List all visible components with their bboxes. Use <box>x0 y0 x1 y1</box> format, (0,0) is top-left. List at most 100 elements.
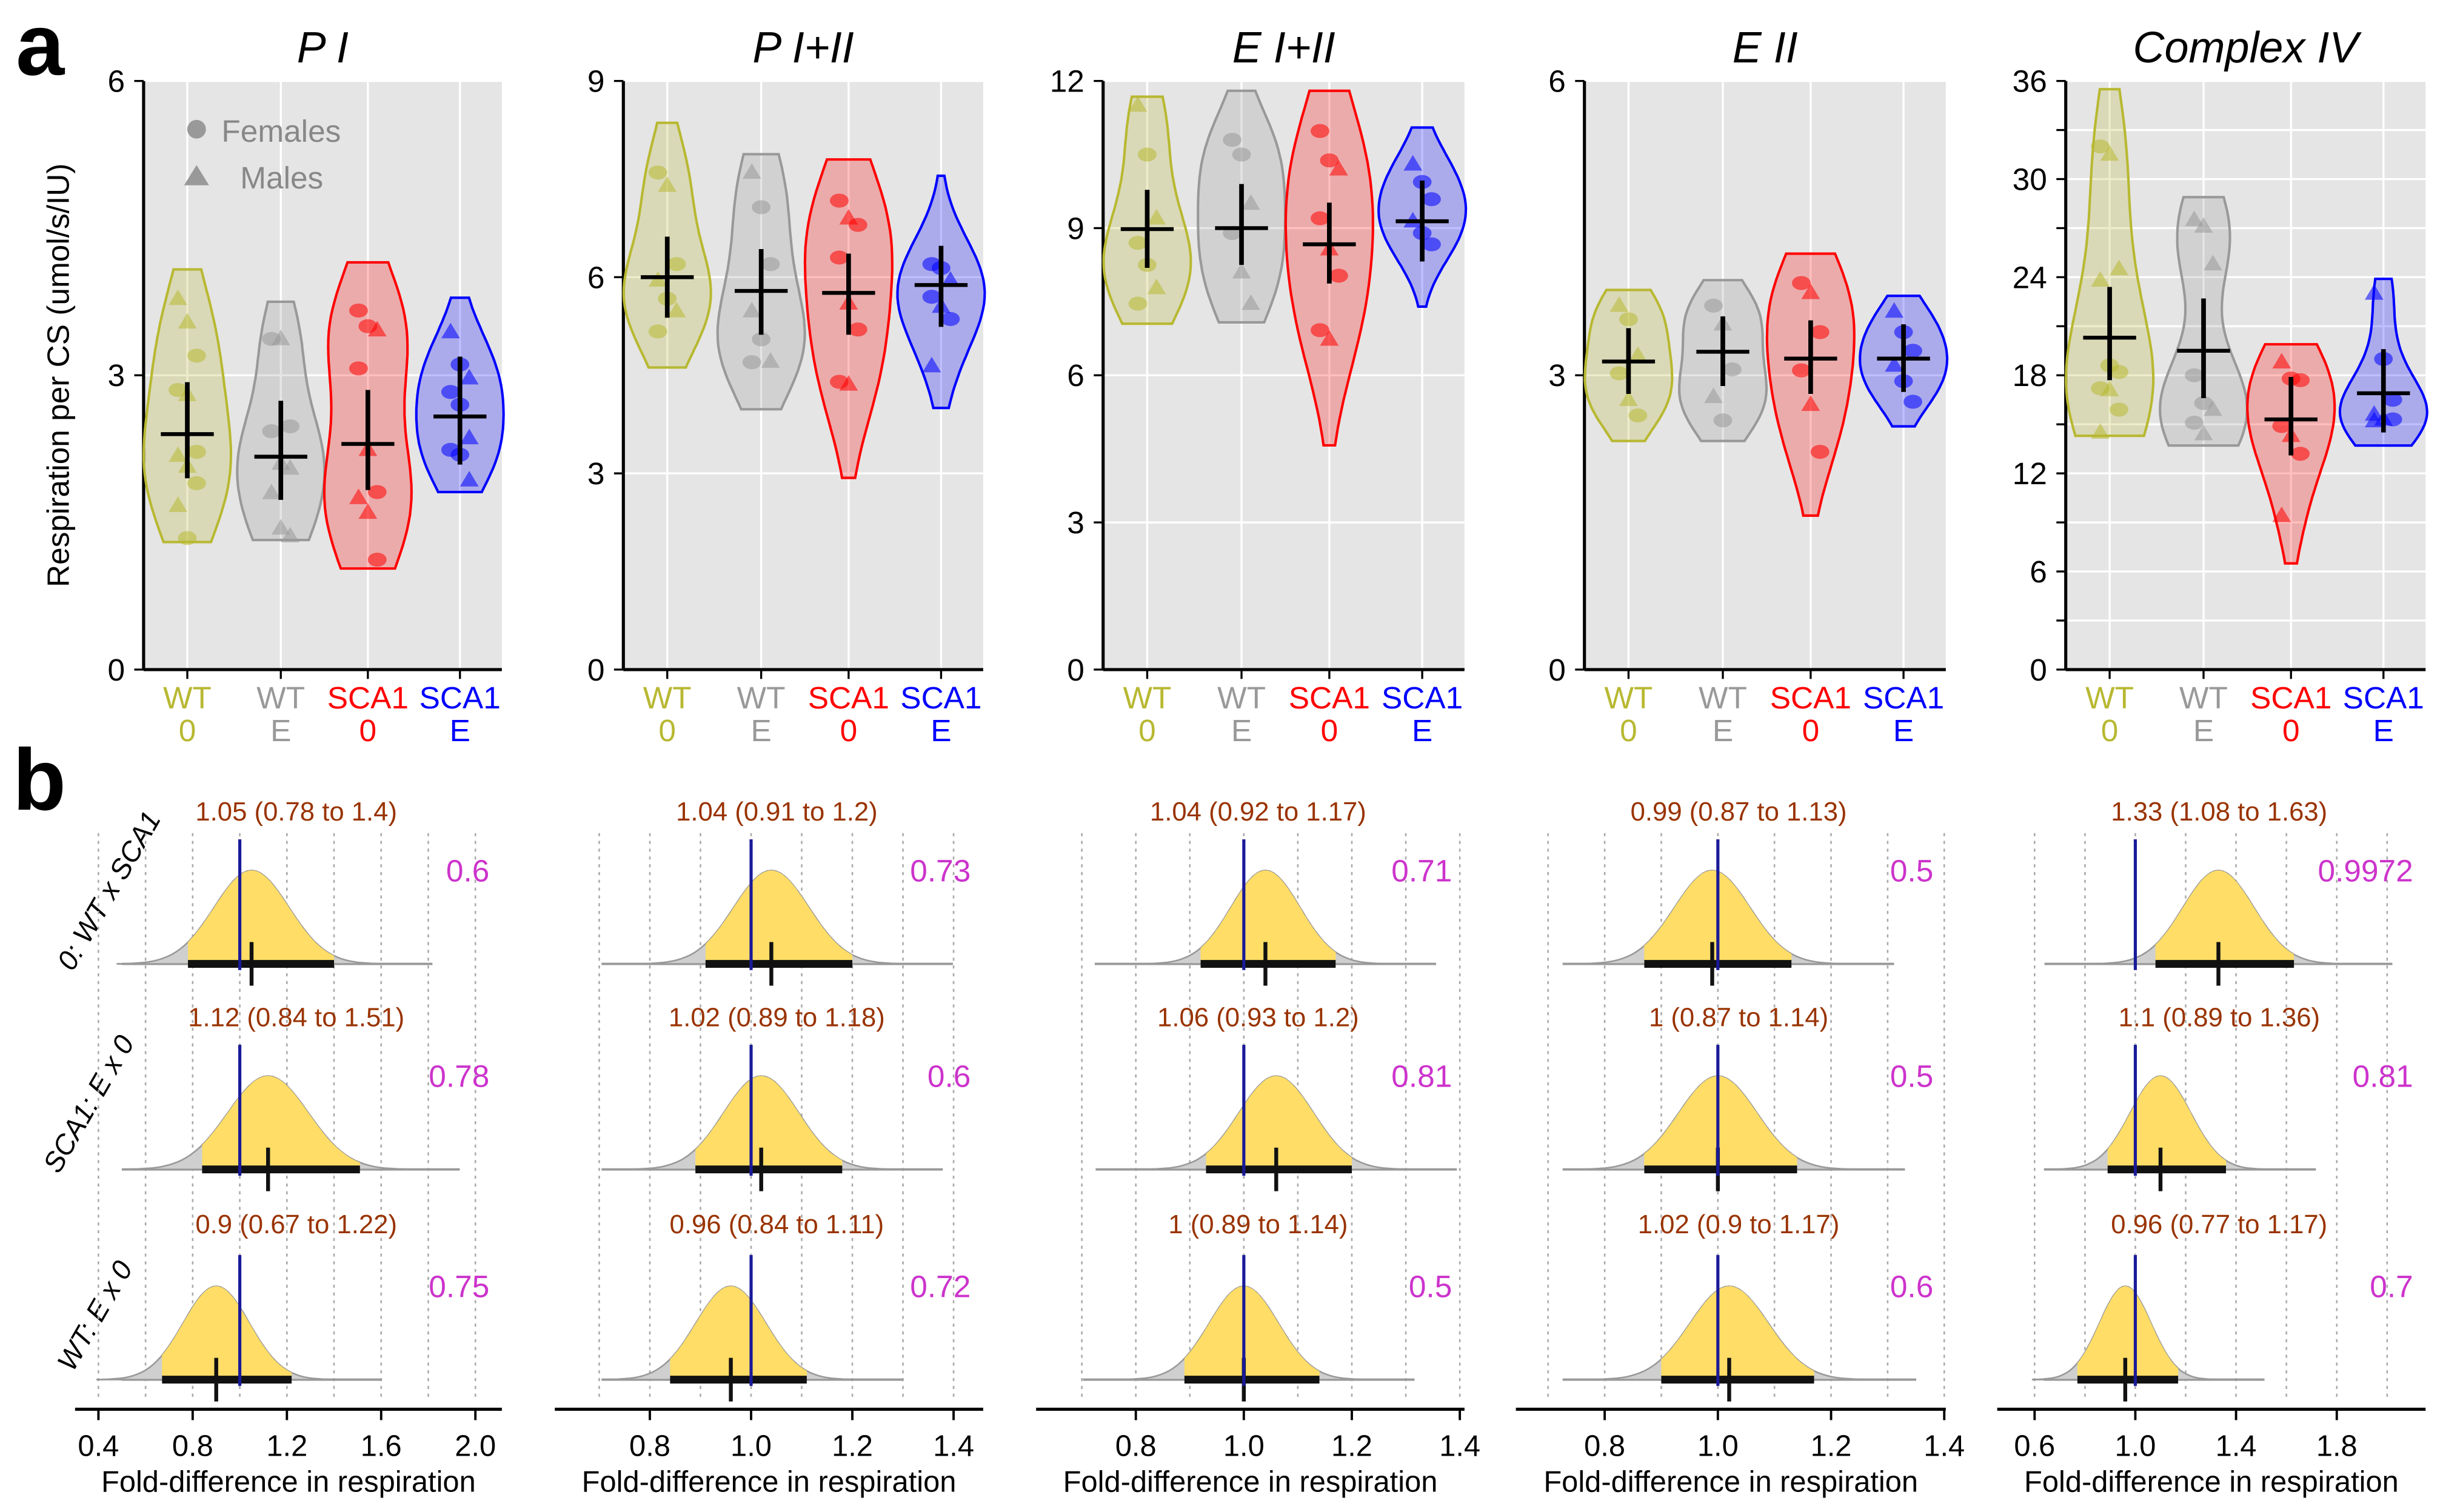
data-point-male <box>1329 159 1348 176</box>
x-category-bottom: 0 <box>1138 713 1156 748</box>
panel-letter-b: b <box>13 731 66 828</box>
data-point-male <box>839 375 858 391</box>
y-tick-label: 3 <box>1548 358 1566 393</box>
data-point-male <box>1147 278 1166 295</box>
x-category-top: WT <box>2085 680 2134 715</box>
data-point-female <box>1329 268 1348 283</box>
panel-title: E I+II <box>1232 24 1335 72</box>
data-point-male <box>1609 296 1629 312</box>
probability-label: 0.9972 <box>2318 853 2413 888</box>
data-point-female <box>349 361 368 376</box>
y-tick-label: 0 <box>2030 652 2047 687</box>
density-cell: 1.05 (0.78 to 1.4) 0.6 <box>116 797 489 986</box>
density-cell: 1.04 (0.92 to 1.17) 0.71 <box>1094 797 1452 986</box>
violin-group-0: WT0 <box>2065 88 2155 748</box>
data-point-female <box>648 324 667 339</box>
data-point-male <box>169 289 187 305</box>
y-tick-label: 0 <box>1548 652 1566 687</box>
density-cell: 0.9 (0.67 to 1.22) 0.75 <box>96 1210 489 1402</box>
x-tick-label: 1.0 <box>730 1430 772 1462</box>
probability-label: 0.6 <box>446 853 489 888</box>
x-axis-label: Fold-difference in respiration <box>582 1466 957 1499</box>
data-point-female <box>2383 393 2402 407</box>
x-category-bottom: 0 <box>2282 713 2300 748</box>
panel-title: E II <box>1733 24 1798 72</box>
row-label: SCA1: E x 0 <box>36 1030 140 1177</box>
x-tick-label: 1.6 <box>361 1430 402 1462</box>
density-column-4: 0.6 1.0 1.4 1.8 Fold-difference in respirati… <box>1997 797 2426 1499</box>
data-point-female <box>441 385 460 399</box>
data-point-female <box>1609 366 1629 381</box>
x-category-bottom: E <box>450 713 470 748</box>
x-category-top: WT <box>163 680 212 715</box>
data-point-female <box>2272 419 2291 433</box>
data-point-female <box>1903 344 1922 358</box>
x-category-top: WT <box>1604 680 1653 715</box>
data-point-male <box>2204 255 2222 271</box>
y-tick-label: 6 <box>107 64 125 99</box>
data-point-male <box>281 527 300 543</box>
violin-group-0: WT0 <box>1583 288 1674 748</box>
data-point-male <box>1704 387 1723 404</box>
density-cell: 1 (0.87 to 1.14) 0.5 <box>1562 1002 1933 1191</box>
data-point-female <box>1713 413 1733 428</box>
density-cell: 1.02 (0.9 to 1.17) 0.6 <box>1562 1210 1933 1402</box>
ci-label: 1.33 (1.08 to 1.63) <box>2111 797 2327 827</box>
ci-label: 1.02 (0.9 to 1.17) <box>1638 1210 1840 1239</box>
data-point-female <box>2194 396 2213 410</box>
data-point-male <box>1885 356 1904 372</box>
probability-label: 0.5 <box>1409 1268 1452 1304</box>
data-point-male <box>2364 284 2384 300</box>
probability-label: 0.81 <box>2353 1059 2413 1094</box>
violin-group-0: WT0 <box>142 268 233 748</box>
x-category-bottom: 0 <box>1620 713 1637 748</box>
data-point-male <box>2194 424 2213 441</box>
ci-label: 1.02 (0.89 to 1.18) <box>669 1002 885 1032</box>
data-point-female <box>2383 412 2402 427</box>
violin <box>2065 88 2155 438</box>
data-point-male <box>1147 208 1166 225</box>
data-point-female <box>187 444 206 459</box>
data-point-female <box>1128 296 1148 311</box>
density-ci-fill <box>2155 870 2294 964</box>
data-point-female <box>2291 373 2310 387</box>
x-category-top: WT <box>2179 680 2228 715</box>
data-point-male <box>460 471 479 487</box>
legend-male-icon <box>184 165 209 185</box>
data-point-female <box>1138 147 1157 162</box>
data-point-female <box>367 553 387 567</box>
x-tick-label: 2.0 <box>455 1430 496 1462</box>
data-point-female <box>761 257 780 271</box>
data-point-female <box>1128 236 1148 250</box>
x-tick-label: 0.6 <box>2014 1430 2055 1462</box>
x-category-top: SCA1 <box>2343 680 2424 715</box>
probability-label: 0.71 <box>1391 853 1452 888</box>
data-point-male <box>2091 271 2110 287</box>
data-point-female <box>667 257 686 271</box>
x-tick-label: 0.8 <box>1115 1430 1157 1462</box>
x-category-top: WT <box>1123 680 1172 715</box>
x-category-bottom: 0 <box>179 713 196 748</box>
legend-males: Males <box>240 160 323 195</box>
x-axis-label: Fold-difference in respiration <box>1063 1466 1438 1499</box>
y-tick-label: 12 <box>2013 456 2047 491</box>
density-cell: 1.02 (0.89 to 1.18) 0.6 <box>601 1002 971 1191</box>
x-category-top: SCA1 <box>1770 680 1851 715</box>
y-tick-label: 6 <box>1548 64 1566 99</box>
density-column-0: 0.4 0.8 1.2 1.6 2.0 Fold-difference in respir… <box>75 797 502 1499</box>
probability-label: 0.78 <box>429 1059 489 1094</box>
row-label: 0: WT x SCA1 <box>51 806 167 976</box>
data-point-male <box>271 329 290 345</box>
density-cell: 1 (0.89 to 1.14) 0.5 <box>1083 1210 1452 1402</box>
data-point-female <box>1422 192 1441 207</box>
panel-letter-a: a <box>16 0 65 93</box>
y-tick-label: 9 <box>587 64 605 99</box>
data-point-female <box>830 193 849 208</box>
density-cell: 0.99 (0.87 to 1.13) 0.5 <box>1562 797 1933 986</box>
panel-title: P I <box>297 24 349 72</box>
data-point-male <box>271 519 290 535</box>
data-point-male <box>1128 96 1148 112</box>
